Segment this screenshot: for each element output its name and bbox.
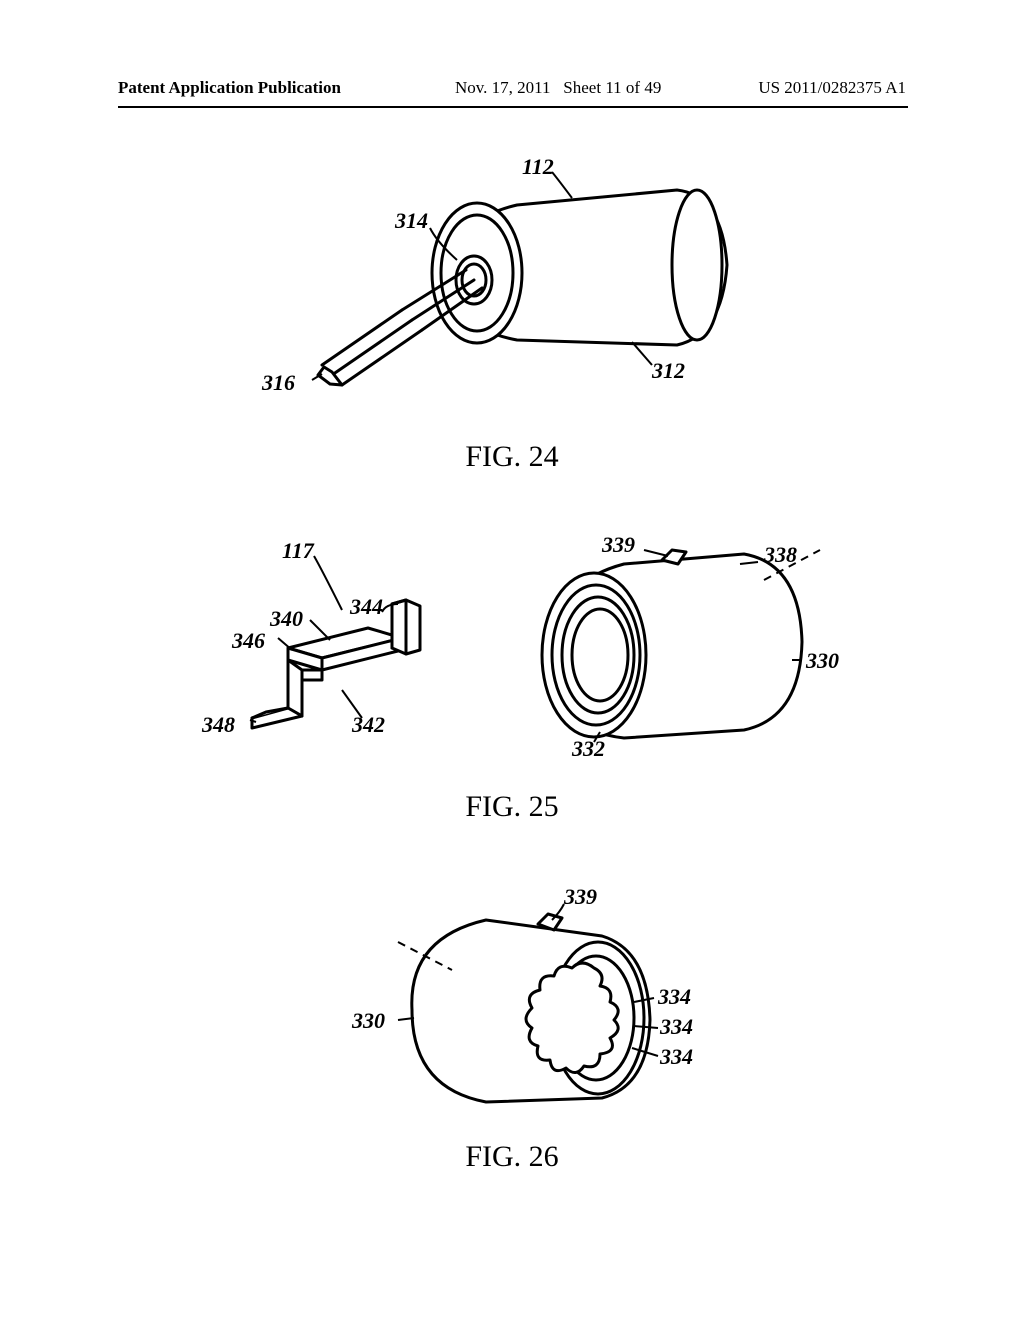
figure-24-drawing: 112 314 316 312 bbox=[252, 160, 772, 420]
ref-314: 314 bbox=[395, 208, 428, 234]
figure-26-caption: FIG. 26 bbox=[465, 1140, 558, 1173]
figure-25-drawing: 117 340 344 346 348 342 339 338 330 332 bbox=[192, 520, 832, 760]
header-right: US 2011/0282375 A1 bbox=[758, 78, 906, 98]
figure-24-block: 112 314 316 312 bbox=[0, 160, 1024, 420]
figure-24-caption: FIG. 24 bbox=[465, 440, 558, 473]
ref-348: 348 bbox=[202, 712, 235, 738]
ref-112: 112 bbox=[522, 154, 554, 180]
ref-330-fig26: 330 bbox=[352, 1008, 385, 1034]
figure-25-caption: FIG. 25 bbox=[465, 790, 558, 823]
ref-334b: 334 bbox=[660, 1014, 693, 1040]
header-left: Patent Application Publication bbox=[118, 78, 341, 98]
ref-344: 344 bbox=[350, 594, 383, 620]
ref-339-fig25: 339 bbox=[602, 532, 635, 558]
figure-26-block: 339 330 334 334 334 bbox=[0, 880, 1024, 1120]
figure-26-caption-block: FIG. 26 bbox=[0, 1140, 1024, 1174]
ref-340: 340 bbox=[270, 606, 303, 632]
header-sheet: Sheet 11 of 49 bbox=[563, 78, 661, 97]
header-mid: Nov. 17, 2011 Sheet 11 of 49 bbox=[455, 78, 661, 98]
header-rule bbox=[118, 106, 908, 108]
ref-346: 346 bbox=[232, 628, 265, 654]
ref-342: 342 bbox=[352, 712, 385, 738]
ref-339-fig26: 339 bbox=[564, 884, 597, 910]
ref-334a: 334 bbox=[658, 984, 691, 1010]
ref-316: 316 bbox=[262, 370, 295, 396]
header-date: Nov. 17, 2011 bbox=[455, 78, 551, 97]
page: Patent Application Publication Nov. 17, … bbox=[0, 0, 1024, 1320]
figure-25-caption-block: FIG. 25 bbox=[0, 790, 1024, 824]
ref-334c: 334 bbox=[660, 1044, 693, 1070]
figure-26-drawing: 339 330 334 334 334 bbox=[302, 880, 722, 1120]
ref-117: 117 bbox=[282, 538, 314, 564]
figure-25-block: 117 340 344 346 348 342 339 338 330 332 bbox=[0, 520, 1024, 760]
ref-332: 332 bbox=[572, 736, 605, 762]
ref-312: 312 bbox=[652, 358, 685, 384]
header-row: Patent Application Publication Nov. 17, … bbox=[0, 78, 1024, 108]
page-header: Patent Application Publication Nov. 17, … bbox=[0, 78, 1024, 108]
figure-24-caption-block: FIG. 24 bbox=[0, 440, 1024, 474]
ref-338: 338 bbox=[764, 542, 797, 568]
ref-330-fig25: 330 bbox=[806, 648, 839, 674]
